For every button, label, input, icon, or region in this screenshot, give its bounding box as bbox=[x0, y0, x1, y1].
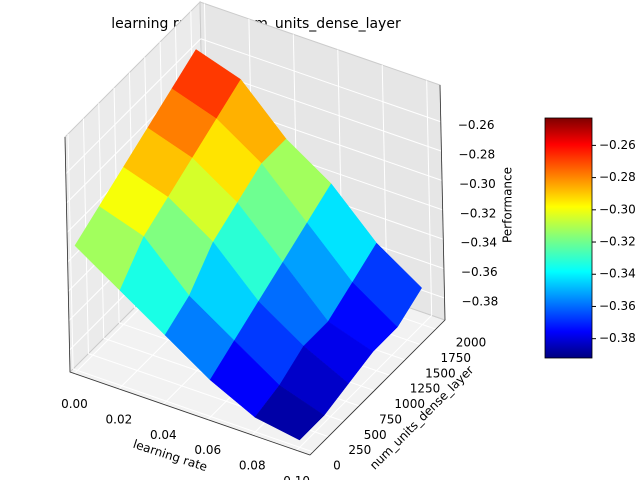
grid-line bbox=[67, 133, 74, 369]
grid-line bbox=[72, 368, 314, 453]
y-tick-label: 1500 bbox=[425, 366, 456, 380]
axis-line bbox=[69, 371, 311, 456]
y-tick-label: 1250 bbox=[410, 382, 441, 396]
z-tick-label: −0.38 bbox=[462, 294, 499, 308]
z-tick-label: −0.28 bbox=[458, 148, 495, 162]
y-tick-label: 250 bbox=[348, 443, 371, 457]
x-tick-label: 0.00 bbox=[61, 397, 88, 411]
axis-line bbox=[309, 319, 446, 456]
y-tick-label: 2000 bbox=[456, 336, 487, 350]
y-tick-label: 500 bbox=[364, 428, 387, 442]
z-tick-label: −0.32 bbox=[460, 206, 497, 220]
colorbar-tick-label: −0.36 bbox=[599, 299, 636, 313]
colorbar-tick-label: −0.34 bbox=[599, 267, 636, 281]
axis-line bbox=[64, 136, 71, 373]
y-tick-label: 1000 bbox=[394, 397, 425, 411]
colorbar-tick-label: −0.28 bbox=[599, 170, 636, 184]
colorbar-tick-label: −0.32 bbox=[599, 235, 636, 249]
y-tick-label: 0 bbox=[333, 458, 341, 472]
axis-line bbox=[439, 84, 446, 321]
x-tick-label: 0.06 bbox=[194, 443, 221, 457]
surface-patch bbox=[254, 385, 325, 441]
x-tick-label: 0.02 bbox=[106, 412, 133, 426]
x-tick-label: 0.10 bbox=[283, 474, 310, 480]
z-tick-label: −0.26 bbox=[458, 118, 495, 132]
colorbar-tick-label: −0.26 bbox=[599, 138, 636, 152]
colorbar-tick-label: −0.38 bbox=[599, 331, 636, 345]
z-tick-label: −0.36 bbox=[461, 265, 498, 279]
y-tick-label: 1750 bbox=[440, 351, 471, 365]
grid-line bbox=[426, 80, 433, 316]
y-tick-label: 750 bbox=[379, 412, 402, 426]
grid-line bbox=[65, 38, 202, 175]
z-tick-label: −0.30 bbox=[459, 177, 496, 191]
grid-line bbox=[200, 38, 441, 123]
x-tick-label: 0.04 bbox=[150, 428, 177, 442]
x-tick-label: 0.08 bbox=[239, 459, 266, 473]
z-tick-label: −0.34 bbox=[460, 236, 497, 250]
grid-line bbox=[296, 315, 433, 451]
z-axis-label: Performance bbox=[501, 167, 515, 243]
colorbar-tick-label: −0.30 bbox=[599, 202, 636, 216]
colorbar bbox=[544, 117, 593, 359]
